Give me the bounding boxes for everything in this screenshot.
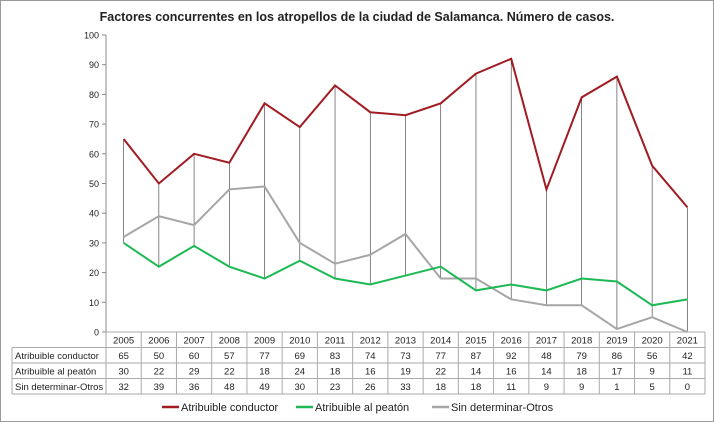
data-label: 69 (295, 351, 306, 362)
data-label: 11 (682, 367, 692, 378)
data-label: 22 (224, 367, 235, 378)
y-tick-label: 60 (89, 149, 99, 159)
data-label: 48 (541, 351, 552, 362)
data-label: 30 (118, 367, 129, 378)
data-label: 23 (330, 382, 341, 393)
y-tick-label: 90 (89, 60, 99, 70)
y-tick-label: 50 (89, 179, 99, 189)
data-label: 77 (435, 351, 446, 362)
data-label: 16 (506, 367, 517, 378)
y-tick-label: 10 (89, 298, 99, 308)
data-label: 29 (189, 367, 200, 378)
y-tick-label: 100 (84, 31, 99, 41)
table-row-label: Sin determinar-Otros (15, 382, 103, 393)
series-line (122, 57, 689, 208)
chart-title: Factores concurrentes en los atropellos … (100, 10, 615, 24)
data-label: 36 (189, 382, 200, 393)
legend-label: Atribuible conductor (181, 402, 279, 414)
data-label: 77 (259, 351, 270, 362)
data-label: 74 (365, 351, 376, 362)
data-label: 17 (612, 367, 623, 378)
data-label: 50 (154, 351, 165, 362)
legend-item: Atribuible al peatón (296, 402, 409, 414)
data-label: 42 (682, 351, 693, 362)
data-label: 33 (400, 382, 411, 393)
data-label: 1 (614, 382, 619, 393)
y-tick-label: 80 (89, 90, 99, 100)
data-label: 60 (189, 351, 200, 362)
x-tick-label: 2007 (184, 336, 205, 347)
x-tick-label: 2009 (254, 336, 275, 347)
data-label: 49 (259, 382, 270, 393)
data-label: 39 (154, 382, 165, 393)
data-label: 9 (544, 382, 549, 393)
data-label: 18 (471, 382, 482, 393)
data-label: 30 (295, 382, 306, 393)
y-tick-label: 40 (89, 209, 99, 219)
y-tick-label: 0 (94, 328, 99, 338)
data-label: 16 (365, 367, 376, 378)
data-label: 57 (224, 351, 235, 362)
data-label: 83 (330, 351, 341, 362)
data-label: 48 (224, 382, 235, 393)
legend-label: Sin determinar-Otros (451, 402, 554, 414)
data-label: 11 (506, 382, 516, 393)
x-tick-label: 2014 (430, 336, 451, 347)
data-label: 24 (295, 367, 306, 378)
data-label: 18 (576, 367, 587, 378)
data-label: 22 (154, 367, 165, 378)
x-tick-label: 2015 (465, 336, 486, 347)
data-label: 14 (541, 367, 552, 378)
data-label: 65 (118, 351, 129, 362)
x-tick-label: 2012 (360, 336, 381, 347)
x-tick-label: 2017 (536, 336, 557, 347)
data-label: 19 (400, 367, 411, 378)
y-tick-label: 20 (89, 268, 99, 278)
data-label: 26 (365, 382, 376, 393)
x-tick-label: 2018 (571, 336, 592, 347)
data-label: 0 (685, 382, 690, 393)
x-tick-label: 2019 (606, 336, 627, 347)
series-line (123, 185, 688, 333)
x-tick-label: 2021 (677, 336, 698, 347)
x-tick-label: 2010 (289, 336, 310, 347)
data-label: 79 (576, 351, 587, 362)
data-label: 56 (647, 351, 658, 362)
legend-item: Sin determinar-Otros (432, 402, 554, 414)
data-label: 9 (579, 382, 584, 393)
data-label: 22 (435, 367, 446, 378)
y-tick-label: 30 (89, 238, 99, 248)
data-label: 9 (649, 367, 654, 378)
x-tick-label: 2005 (113, 336, 134, 347)
data-label: 14 (471, 367, 482, 378)
x-tick-label: 2013 (395, 336, 416, 347)
data-label: 18 (330, 367, 341, 378)
data-label: 18 (435, 382, 446, 393)
x-tick-label: 2011 (325, 336, 345, 347)
x-tick-label: 2008 (219, 336, 240, 347)
x-tick-label: 2006 (148, 336, 169, 347)
data-label: 5 (649, 382, 654, 393)
x-tick-label: 2016 (501, 336, 522, 347)
table-row-label: Atribuible conductor (15, 351, 99, 362)
legend-item: Atribuible conductor (162, 402, 279, 414)
data-label: 92 (506, 351, 517, 362)
table-row-label: Atribuible al peatón (15, 367, 96, 378)
data-label: 18 (259, 367, 270, 378)
data-label: 87 (471, 351, 482, 362)
data-label: 86 (612, 351, 623, 362)
x-tick-label: 2020 (642, 336, 663, 347)
legend-label: Atribuible al peatón (315, 402, 409, 414)
series-line (123, 242, 688, 307)
y-tick-label: 70 (89, 120, 99, 130)
data-label: 73 (400, 351, 411, 362)
data-label: 32 (118, 382, 129, 393)
